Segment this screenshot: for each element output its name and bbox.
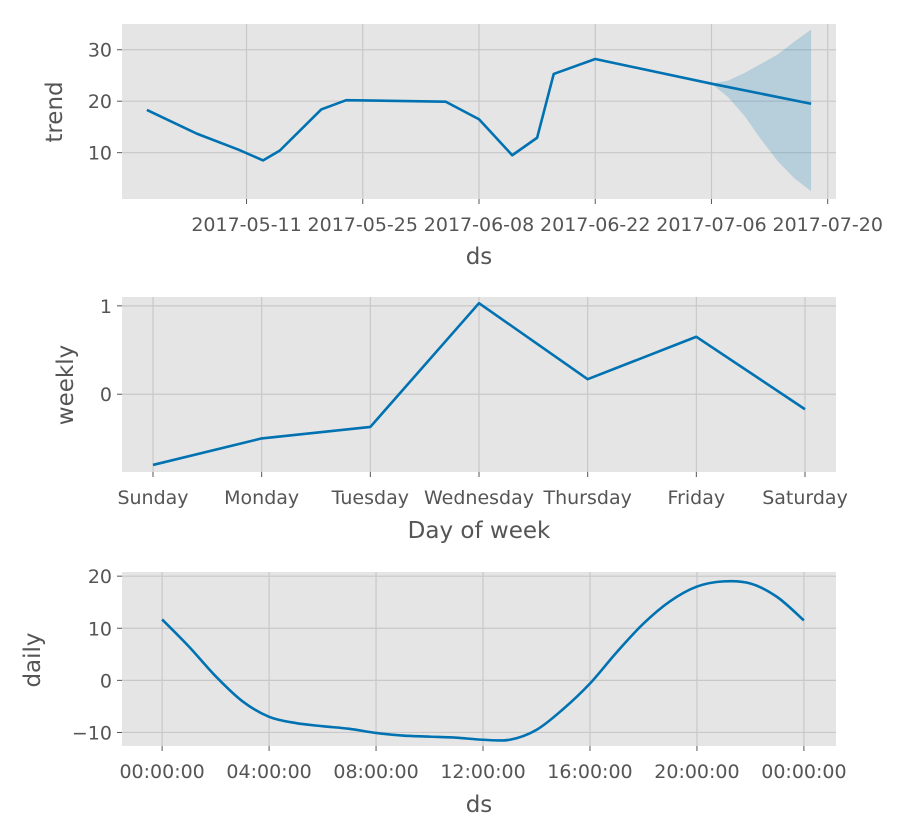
trend-panel-y-tick-label: 30 — [88, 40, 112, 62]
daily-panel-series-line — [161, 579, 805, 742]
daily-panel-x-tick-label: 16:00:00 — [547, 761, 632, 783]
daily-panel-y-axis-label: daily — [20, 632, 46, 687]
weekly-panel-x-tick-label: Thursday — [542, 487, 631, 509]
weekly-panel-y-tick-label: 0 — [100, 384, 112, 406]
trend-panel-x-tick-label: 2017-05-11 — [191, 214, 301, 236]
daily-panel-background — [122, 572, 836, 746]
weekly-panel-x-tick-label: Saturday — [762, 487, 848, 509]
trend-panel-x-tick-label: 2017-05-25 — [308, 214, 418, 236]
daily-panel-x-tick-label: 12:00:00 — [440, 761, 525, 783]
daily-panel-y-tick-label: 10 — [88, 618, 112, 640]
daily-panel-y-tick-label: −10 — [72, 722, 112, 744]
daily-panel-x-axis-label: ds — [466, 792, 493, 818]
daily-panel-y-tick-label: 0 — [100, 670, 112, 692]
trend-panel-x-axis-label: ds — [466, 244, 493, 270]
weekly-panel-x-tick-label: Sunday — [117, 487, 188, 509]
weekly-panel-x-tick-label: Wednesday — [424, 487, 534, 509]
weekly-panel-x-tick-label: Monday — [224, 487, 299, 509]
weekly-panel-x-axis-label: Day of week — [408, 518, 551, 544]
daily-panel-y-tick-label: 20 — [88, 566, 112, 588]
trend-panel-x-tick-label: 2017-06-22 — [540, 214, 650, 236]
daily-panel-x-tick-label: 20:00:00 — [654, 761, 739, 783]
weekly-panel-x-tick-label: Friday — [668, 487, 726, 509]
trend-panel-y-tick-label: 20 — [88, 91, 112, 113]
daily-panel-x-tick-label: 00:00:00 — [119, 761, 204, 783]
daily-panel-x-tick-label: 08:00:00 — [333, 761, 418, 783]
daily-panel-x-tick-label: 04:00:00 — [226, 761, 311, 783]
weekly-panel-y-tick-label: 1 — [100, 296, 112, 318]
trend-panel-uncertainty-band — [711, 29, 812, 192]
trend-panel-series-line — [146, 57, 812, 162]
trend-panel-y-tick-label: 10 — [88, 143, 112, 165]
daily-panel-x-tick-label: 00:00:00 — [761, 761, 846, 783]
trend-panel-x-tick-label: 2017-07-20 — [772, 214, 882, 236]
weekly-panel-x-tick-label: Tuesday — [331, 487, 409, 509]
weekly-panel-y-axis-label: weekly — [53, 345, 79, 425]
weekly-panel-series-line — [152, 301, 806, 467]
trend-panel-y-axis-label: trend — [42, 81, 68, 142]
trend-panel-x-tick-label: 2017-07-06 — [656, 214, 766, 236]
trend-panel-x-tick-label: 2017-06-08 — [424, 214, 534, 236]
